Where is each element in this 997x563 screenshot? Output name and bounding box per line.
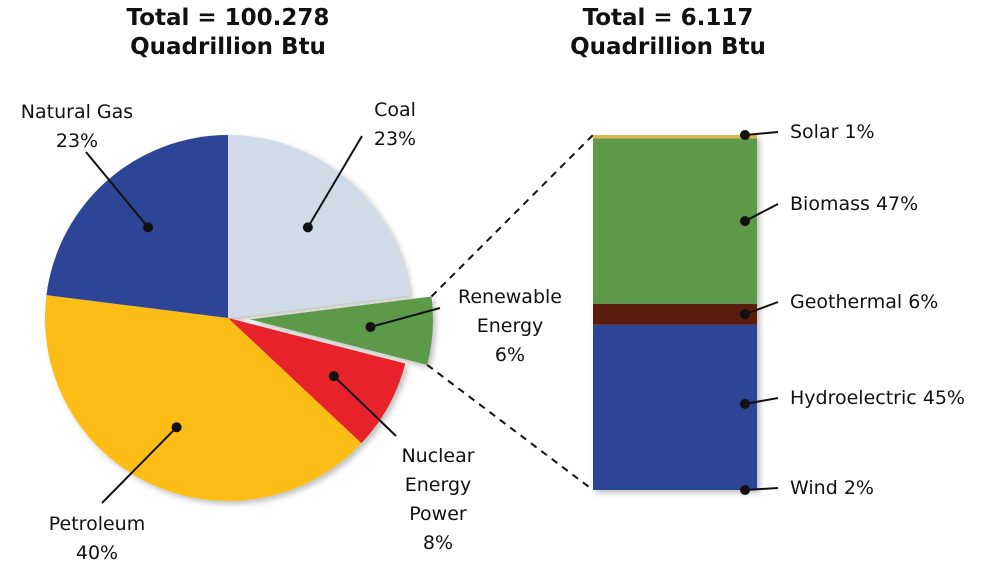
segment-label: Hydroelectric 45% <box>790 386 965 410</box>
slice-label: Petroleum 40% <box>37 510 157 563</box>
value-label: 23% <box>55 130 99 152</box>
value-label: 6% <box>494 344 526 366</box>
slice-label: Natural Gas 23% <box>2 98 152 156</box>
connector <box>426 364 594 491</box>
category-label: Hydroelectric <box>790 387 917 409</box>
leader-dot <box>740 216 750 227</box>
segment-label: Solar 1% <box>790 120 875 144</box>
chart-title: Total = 6.117 <box>582 5 754 31</box>
category-label: Biomass <box>790 193 870 215</box>
category-label: Wind <box>790 477 838 499</box>
value-label: 23% <box>373 128 417 150</box>
leader-dot <box>740 398 750 409</box>
value-label: 6% <box>908 291 939 313</box>
leader-dot <box>143 222 154 233</box>
leader-line <box>370 307 441 328</box>
leader-line <box>85 151 149 229</box>
bar-segment <box>593 324 757 483</box>
leader-dot <box>740 130 750 140</box>
pie-slice <box>228 135 410 318</box>
bar-segment <box>593 135 757 139</box>
leader-dot <box>740 309 750 320</box>
leader-line <box>744 203 779 223</box>
category-label: Coal <box>374 99 416 121</box>
chart-title: Quadrillion Btu <box>130 34 326 60</box>
value-label: 45% <box>922 387 965 409</box>
pie-slice <box>249 296 433 365</box>
segment-label: Biomass 47% <box>790 192 918 216</box>
leader-dot <box>302 222 313 233</box>
leader-line <box>744 487 779 491</box>
leader-line <box>101 426 178 504</box>
pie-slice <box>45 295 362 501</box>
value-label: 2% <box>843 477 874 499</box>
value-label: 8% <box>422 532 454 554</box>
category-label: Natural Gas <box>20 101 134 123</box>
category-label: Nuclear Energy Power <box>401 445 475 525</box>
category-label: Petroleum <box>48 513 146 535</box>
slice-label: Coal 23% <box>355 96 435 154</box>
bar-segment <box>593 303 757 325</box>
category-label: Solar <box>790 121 839 143</box>
leader-dot <box>171 422 182 433</box>
segment-label: Geothermal 6% <box>790 290 938 314</box>
category-label: Geothermal <box>790 291 903 313</box>
leader-dot <box>365 321 376 332</box>
value-label: 40% <box>75 542 119 563</box>
bar <box>593 135 757 490</box>
leader-line <box>744 397 779 405</box>
chart-title: Quadrillion Btu <box>570 34 766 60</box>
connector <box>430 134 594 298</box>
value-label: 1% <box>844 121 875 143</box>
segment-label: Wind 2% <box>790 476 874 500</box>
leader-line <box>307 135 363 228</box>
pie-slice <box>46 135 228 318</box>
slice-label: Renewable Energy 6% <box>450 283 570 370</box>
leader-dot <box>740 485 750 495</box>
slice-label: Nuclear Energy Power 8% <box>393 442 483 558</box>
leader-line <box>744 131 779 136</box>
leader-line <box>333 375 397 437</box>
leader-line <box>744 301 779 316</box>
leader-dot <box>328 371 339 382</box>
bar-segment <box>593 138 757 304</box>
value-label: 47% <box>875 193 919 215</box>
bar-segment <box>593 482 757 490</box>
category-label: Renewable Energy <box>458 286 562 337</box>
pie <box>45 135 433 501</box>
pie-slice <box>228 318 406 444</box>
chart-title: Total = 100.278 <box>126 5 330 31</box>
